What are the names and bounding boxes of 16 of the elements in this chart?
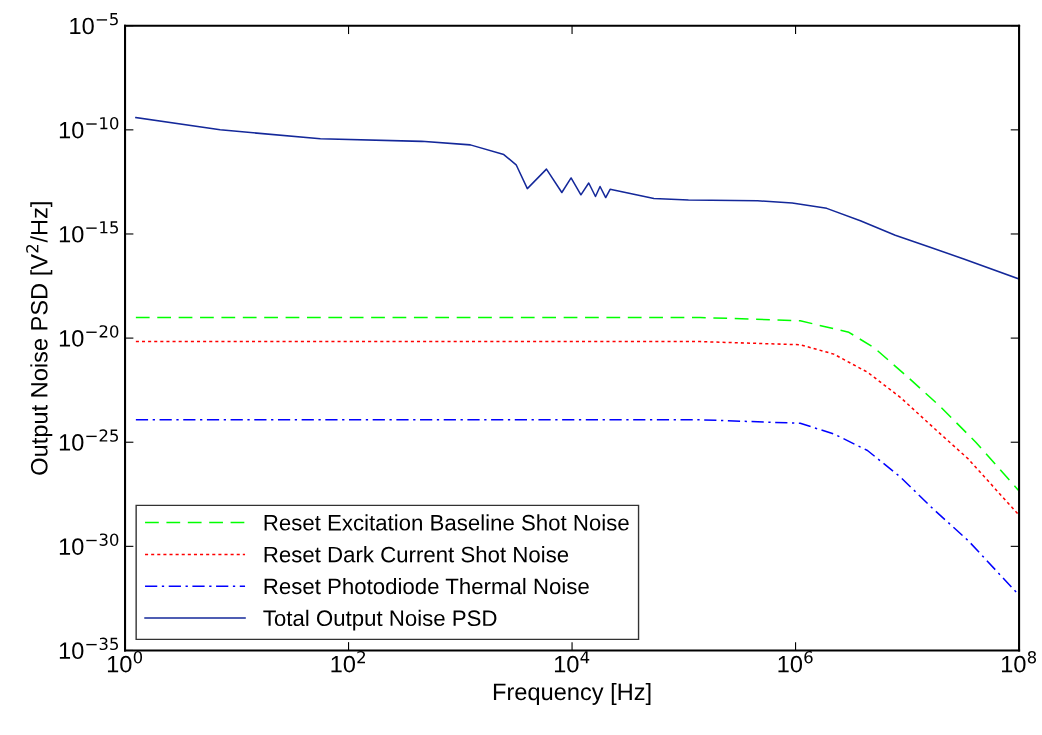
legend-label: Reset Dark Current Shot Noise xyxy=(264,546,569,563)
x-axis-title: Frequency [Hz] xyxy=(493,682,651,705)
y-axis-title: Output Noise PSD [V$^{2}$/Hz] xyxy=(26,202,53,475)
y-tick-label: 10$^{−15}$ xyxy=(59,221,119,243)
y-tick-label: 10$^{−5}$ xyxy=(70,13,118,35)
y-tick-label: 10$^{−30}$ xyxy=(59,533,119,555)
x-tick-label: 10$^{6}$ xyxy=(778,650,813,673)
x-tick-label: 10$^{2}$ xyxy=(331,650,366,673)
legend-label: Reset Excitation Baseline Shot Noise xyxy=(264,514,629,531)
legend-label: Total Output Noise PSD xyxy=(263,609,497,631)
y-tick-label: 10$^{−25}$ xyxy=(59,429,119,451)
legend-label: Reset Photodiode Thermal Noise xyxy=(264,577,589,595)
x-tick-label: 10$^{4}$ xyxy=(554,651,590,673)
x-tick-label: 10$^{8}$ xyxy=(1001,650,1037,673)
y-tick-label: 10$^{−20}$ xyxy=(59,325,119,347)
y-tick-label: 10$^{−10}$ xyxy=(59,116,119,139)
